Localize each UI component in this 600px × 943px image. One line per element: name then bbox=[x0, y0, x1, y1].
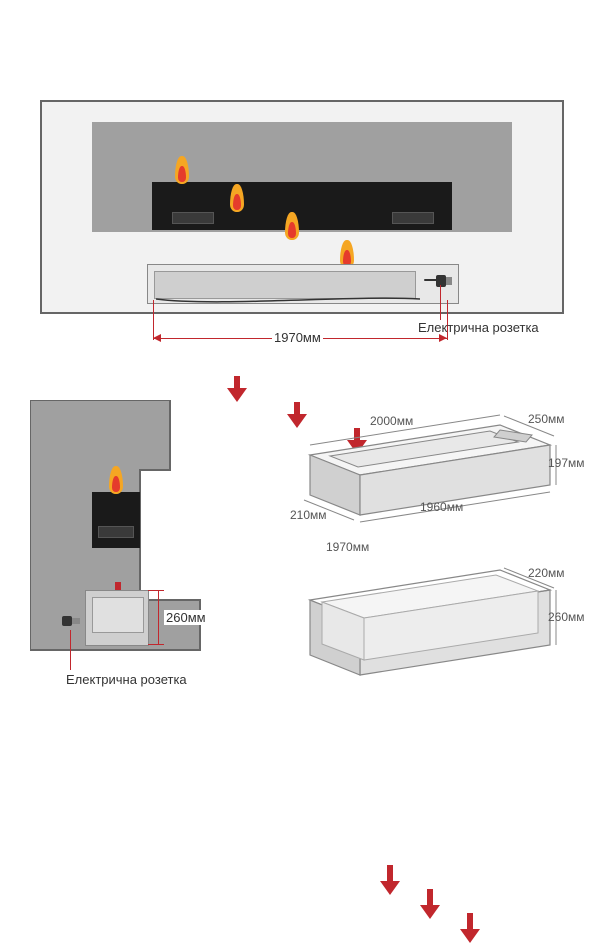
dim-leader bbox=[148, 644, 164, 645]
sideview-tray-inner bbox=[92, 597, 144, 633]
iso-tray-depth-label: 220мм bbox=[528, 566, 565, 580]
callout-leader bbox=[70, 630, 71, 670]
dim-arrow-icon bbox=[439, 334, 447, 342]
down-arrow-icon bbox=[227, 376, 247, 402]
iso-arrows-label: 1970мм bbox=[326, 540, 369, 554]
sideview-container: 260мм Електрична розетка bbox=[30, 400, 220, 700]
power-plug-icon bbox=[424, 275, 452, 293]
isometric-drawing bbox=[270, 400, 580, 730]
flame-icon bbox=[227, 184, 247, 212]
flame-icon bbox=[106, 466, 126, 494]
callout-leader bbox=[440, 285, 441, 320]
sideview-height-label: 260мм bbox=[164, 610, 208, 625]
sideview-burner bbox=[92, 492, 140, 548]
power-plug-icon bbox=[62, 616, 80, 630]
topview-frame bbox=[40, 100, 564, 314]
sideview-tray bbox=[85, 590, 149, 646]
flame-icon bbox=[282, 212, 302, 240]
burner-vent bbox=[392, 212, 434, 224]
topview-burner-bar bbox=[152, 182, 452, 230]
iso-insert-length-label: 2000мм bbox=[370, 414, 413, 428]
topview-width-label: 1970мм bbox=[272, 330, 323, 345]
flame-icon bbox=[172, 156, 192, 184]
sideview-wall bbox=[30, 400, 220, 700]
isometric-container: 2000мм 250мм 197мм 1960мм 210мм 220мм 26… bbox=[270, 400, 580, 730]
burner-vent bbox=[172, 212, 214, 224]
topview-tray bbox=[147, 264, 459, 304]
dim-arrow-icon bbox=[153, 334, 161, 342]
burner-vent bbox=[98, 526, 134, 538]
dim-line bbox=[158, 590, 159, 644]
iso-insert-height-label: 197мм bbox=[548, 456, 585, 470]
down-arrow-icon bbox=[420, 889, 440, 919]
sideview-outlet-label: Електрична розетка bbox=[66, 672, 187, 687]
iso-insert-inner-length-label: 1960мм bbox=[420, 500, 463, 514]
iso-insert-side-depth-label: 210мм bbox=[290, 508, 327, 522]
topview-outlet-label: Електрична розетка bbox=[418, 320, 539, 335]
iso-insert-depth-label: 250мм bbox=[528, 412, 565, 426]
dim-leader bbox=[148, 590, 164, 591]
down-arrow-icon bbox=[460, 913, 480, 943]
down-arrow-icon bbox=[380, 865, 400, 895]
iso-tray-height-label: 260мм bbox=[548, 610, 585, 624]
power-cable-icon bbox=[156, 295, 420, 303]
